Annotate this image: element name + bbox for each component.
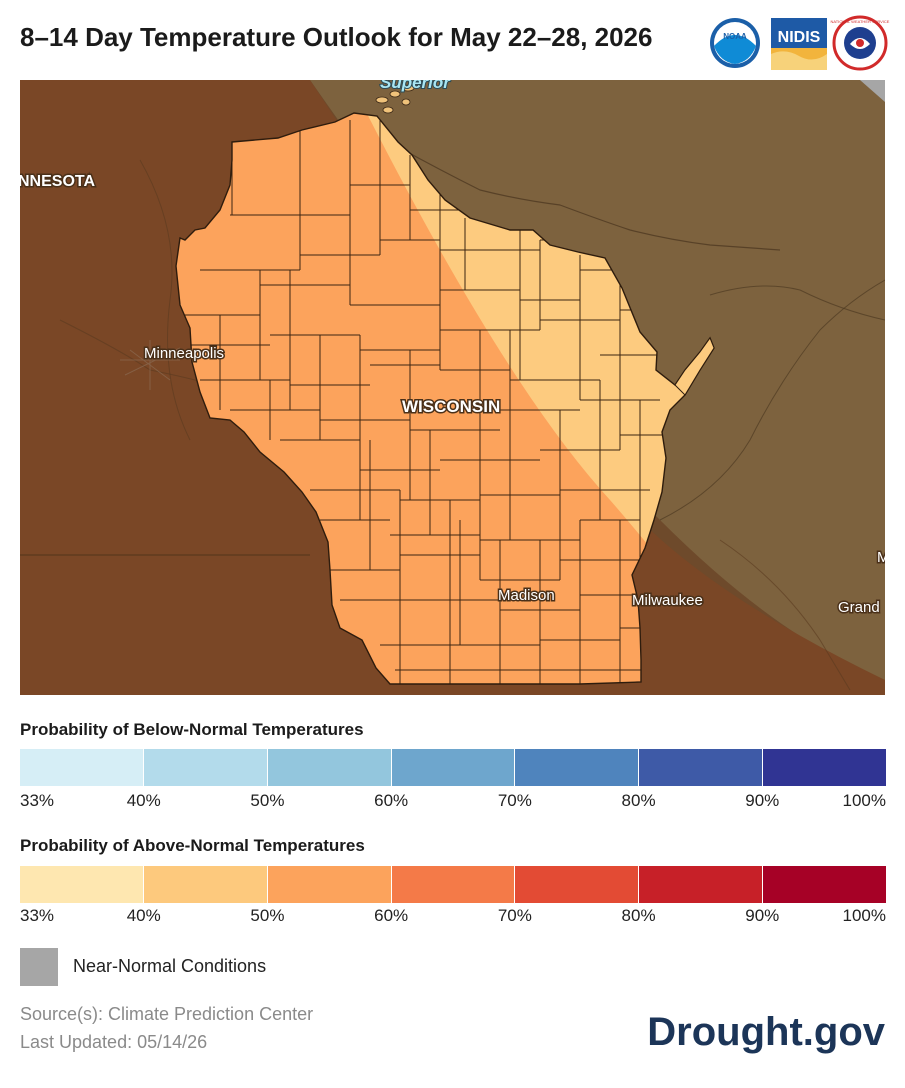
wisconsin-outline bbox=[175, 112, 715, 685]
label-minneapolis: Minneapolis bbox=[144, 345, 224, 362]
below-normal-tick-label: 50% bbox=[250, 791, 285, 810]
above-normal-color-bar bbox=[20, 866, 887, 903]
noaa-logo-icon: NOAA bbox=[710, 18, 760, 68]
below-normal-swatch-1 bbox=[143, 749, 268, 786]
above-normal-swatch-5 bbox=[639, 866, 764, 903]
map-labels: NNESOTA Superior Minneapolis WISCONSIN M… bbox=[20, 80, 885, 618]
above-normal-swatch-0 bbox=[20, 866, 144, 903]
above-normal-tick-label: 50% bbox=[250, 906, 285, 925]
near-normal-corner bbox=[860, 80, 885, 102]
below-normal-swatch-0 bbox=[20, 749, 144, 786]
nws-logo-icon: NATIONAL WEATHER SERVICE bbox=[831, 15, 890, 71]
band-40-50 bbox=[350, 113, 714, 684]
svg-text:NOAA: NOAA bbox=[723, 32, 747, 41]
label-michigan-edge: M bbox=[877, 549, 885, 566]
label-minnesota: NNESOTA bbox=[20, 173, 95, 190]
above-normal-tick-label: 100% bbox=[842, 906, 886, 925]
near-normal-swatch bbox=[20, 948, 58, 986]
below-normal-swatch-6 bbox=[763, 749, 887, 786]
above-normal-swatch-1 bbox=[143, 866, 268, 903]
door-peninsula bbox=[674, 336, 715, 396]
above-normal-tick-label: 40% bbox=[126, 906, 161, 925]
label-madison: Madison bbox=[498, 587, 555, 604]
above-normal-tick-label: 90% bbox=[745, 906, 780, 925]
below-normal-tick-label: 70% bbox=[497, 791, 532, 810]
below-normal-swatch-5 bbox=[639, 749, 764, 786]
below-normal-swatch-2 bbox=[267, 749, 392, 786]
above-normal-legend-title: Probability of Above-Normal Temperatures bbox=[20, 836, 365, 855]
label-superior: Superior bbox=[380, 80, 451, 92]
below-normal-tick-label: 60% bbox=[374, 791, 409, 810]
source-info: Source(s): Climate Prediction Center Las… bbox=[20, 1000, 313, 1056]
label-grand: Grand bbox=[838, 599, 880, 616]
minneapolis-metro bbox=[120, 340, 181, 390]
below-normal-color-bar bbox=[20, 749, 887, 786]
svg-text:NATIONAL WEATHER SERVICE: NATIONAL WEATHER SERVICE bbox=[831, 19, 890, 24]
above-normal-ticks: 33% 40% 50% 60% 70% 80% 90% 100% bbox=[20, 906, 886, 928]
below-normal-tick-label: 80% bbox=[621, 791, 656, 810]
below-normal-legend-title: Probability of Below-Normal Temperatures bbox=[20, 720, 364, 739]
source-text: Source(s): Climate Prediction Center bbox=[20, 1004, 314, 1024]
below-normal-tick-label: 90% bbox=[745, 791, 780, 810]
label-milwaukee: Milwaukee bbox=[632, 592, 703, 609]
agency-logos: NOAA NIDIS NATIONAL WEATHER SERVICE bbox=[710, 15, 890, 71]
michigan-shoreline bbox=[659, 279, 885, 521]
below-normal-ticks: 33% 40% 50% 60% 70% 80% 90% 100% bbox=[20, 791, 886, 813]
near-normal-label: Near-Normal Conditions bbox=[73, 956, 267, 976]
svg-text:NIDIS: NIDIS bbox=[778, 29, 821, 46]
below-normal-tick-label: 40% bbox=[126, 791, 161, 810]
label-wisconsin: WISCONSIN bbox=[402, 397, 500, 416]
outlook-map-svg: NNESOTA Superior Minneapolis WISCONSIN M… bbox=[20, 80, 885, 695]
above-normal-tick-label: 33% bbox=[20, 906, 55, 925]
above-normal-tick-label: 60% bbox=[374, 906, 409, 925]
below-normal-tick-label: 33% bbox=[20, 791, 55, 810]
page-title: 8–14 Day Temperature Outlook for May 22–… bbox=[20, 22, 653, 52]
above-normal-tick-label: 70% bbox=[497, 906, 532, 925]
outlook-map[interactable]: NNESOTA Superior Minneapolis WISCONSIN M… bbox=[20, 80, 885, 695]
below-normal-swatch-4 bbox=[515, 749, 640, 786]
apostle-islands bbox=[365, 84, 415, 125]
nidis-logo-icon: NIDIS bbox=[771, 18, 827, 70]
above-normal-swatch-6 bbox=[763, 866, 887, 903]
above-normal-swatch-2 bbox=[267, 866, 392, 903]
below-normal-swatch-3 bbox=[391, 749, 516, 786]
above-normal-tick-label: 80% bbox=[621, 906, 656, 925]
last-updated-text: Last Updated: 05/14/26 bbox=[20, 1032, 208, 1052]
drought-gov-brand[interactable]: Drought.gov bbox=[647, 1010, 885, 1054]
above-normal-swatch-3 bbox=[391, 866, 516, 903]
below-normal-tick-label: 100% bbox=[842, 791, 886, 810]
above-normal-swatch-4 bbox=[515, 866, 640, 903]
